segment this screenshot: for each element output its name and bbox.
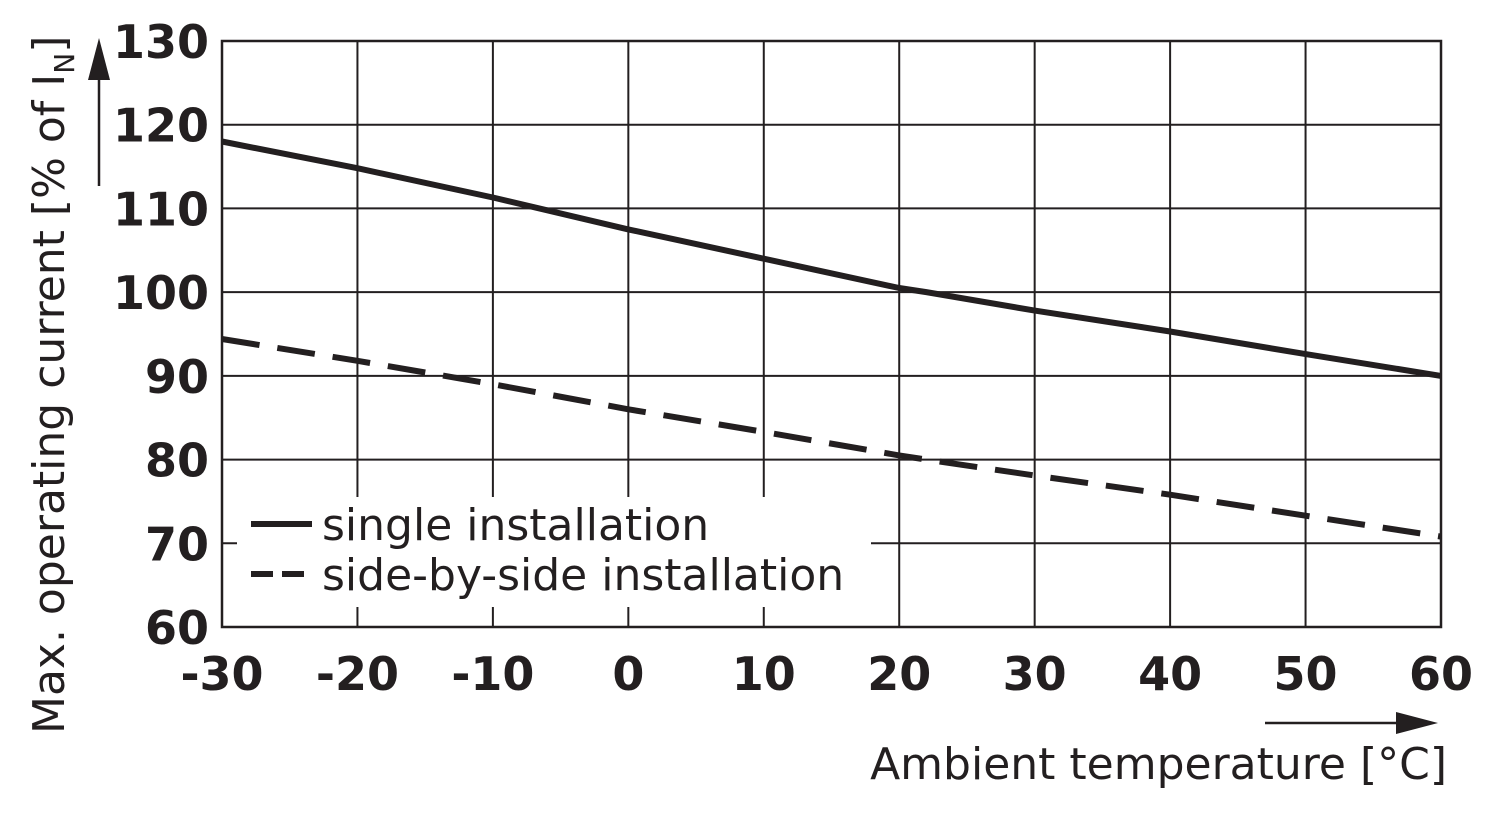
y-axis-title-close: ] (24, 36, 75, 53)
y-tick-label-6: 120 (113, 99, 209, 153)
y-axis-title: Max. operating current [% of IN] (24, 36, 81, 734)
x-tick-label-8: 50 (1274, 647, 1338, 701)
series-line-1 (221, 336, 1442, 540)
y-tick-label-2: 80 (145, 434, 209, 488)
plot-frame (220, 39, 1443, 629)
legend-label-0: single installation (322, 500, 709, 551)
legend-label-1: side-by-side installation (322, 550, 844, 601)
y-tick-label-0: 60 (145, 601, 209, 655)
x-tick-label-6: 30 (1003, 647, 1067, 701)
x-tick-label-5: 20 (867, 647, 931, 701)
y-axis-title-main: Max. operating current [% of I (24, 74, 75, 734)
y-axis-title-subscript: N (48, 53, 81, 74)
x-tick-label-0: -30 (180, 647, 263, 701)
x-tick-label-1: -20 (316, 647, 399, 701)
y-tick-label-5: 110 (113, 182, 209, 236)
y-tick-label-3: 90 (145, 350, 209, 404)
x-tick-labels: -30 -20 -10 0 10 20 30 40 50 60 (180, 647, 1473, 701)
y-tick-label-1: 70 (145, 517, 209, 571)
legend-box (237, 497, 871, 607)
y-tick-labels: 60 70 80 90 100 110 120 130 (113, 15, 209, 655)
x-axis-arrow (1265, 712, 1438, 734)
x-axis-title: Ambient temperature [°C] (870, 739, 1447, 790)
y-tick-label-4: 100 (113, 266, 209, 320)
x-tick-label-7: 40 (1138, 647, 1202, 701)
series-layer (221, 138, 1442, 540)
x-tick-label-2: -10 (451, 647, 534, 701)
y-axis-arrow (88, 38, 110, 186)
x-tick-label-4: 10 (732, 647, 796, 701)
x-tick-label-9: 60 (1409, 647, 1473, 701)
y-tick-label-7: 130 (113, 15, 209, 69)
x-tick-label-3: 0 (612, 647, 644, 701)
series-line-0 (221, 138, 1442, 379)
